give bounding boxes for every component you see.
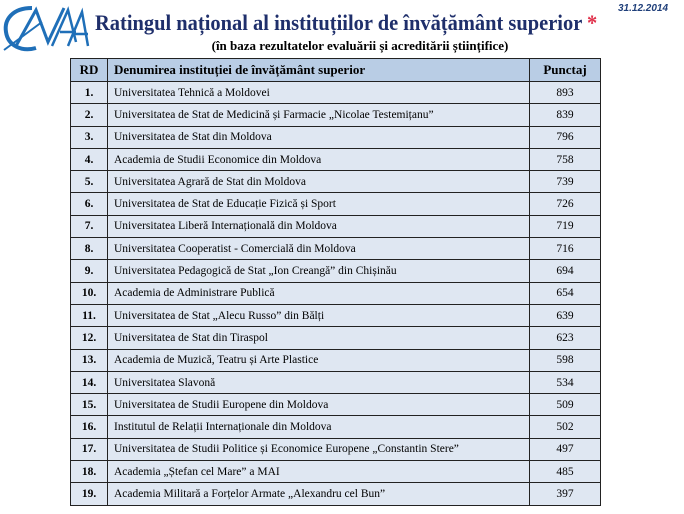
page-title: Ratingul național al instituțiilor de în… xyxy=(95,10,597,36)
institution-cell: Universitatea de Studii Europene din Mol… xyxy=(107,393,530,417)
score-cell: 694 xyxy=(529,259,601,283)
institution-cell: Universitatea Tehnică a Moldovei xyxy=(107,80,530,105)
table-row: 11. Universitatea de Stat „Alecu Russo” d… xyxy=(70,303,601,328)
page-subtitle: (în baza rezultatelor evaluării și acred… xyxy=(211,38,509,53)
institution-cell: Universitatea Cooperatist - Comercială d… xyxy=(107,237,530,261)
institution-cell: Universitatea Pedagogică de Stat „Ion Cr… xyxy=(107,259,530,283)
table-row: 12. Universitatea de Stat din Tiraspol 623 xyxy=(70,326,601,350)
table-row: 7. Universitatea Liberă Internațională di… xyxy=(70,214,601,239)
score-cell: 716 xyxy=(529,237,601,261)
score-cell: 893 xyxy=(529,80,601,105)
rank-cell: 1. xyxy=(70,80,108,105)
institution-cell: Academia „Ștefan cel Mare” a MAI xyxy=(107,460,530,484)
institution-cell: Universitatea de Stat din Tiraspol xyxy=(107,326,530,350)
institution-cell: Universitatea de Stat de Educație Fizică… xyxy=(107,192,530,216)
institution-cell: Academia Militară a Forțelor Armate „Ale… xyxy=(107,482,530,506)
table-row: 19. Academia Militară a Forțelor Armate „… xyxy=(70,482,601,506)
table-row: 17. Universitatea de Studii Politice și E… xyxy=(70,437,601,462)
table-row: 10. Academia de Administrare Publică 654 xyxy=(70,281,601,305)
table-row: 16. Institutul de Relații Internaționale … xyxy=(70,415,601,439)
table-row: 1. Universitatea Tehnică a Moldovei 893 xyxy=(70,80,601,105)
institution-cell: Universitatea Agrară de Stat din Moldova xyxy=(107,170,530,194)
rank-cell: 15. xyxy=(70,393,108,417)
rank-cell: 3. xyxy=(70,125,108,149)
score-cell: 739 xyxy=(529,170,601,194)
institution-cell: Academia de Muzică, Teatru și Arte Plast… xyxy=(107,348,530,372)
score-cell: 726 xyxy=(529,192,601,216)
rank-cell: 14. xyxy=(70,370,108,395)
rank-cell: 12. xyxy=(70,326,108,350)
score-cell: 497 xyxy=(529,437,601,462)
rank-cell: 7. xyxy=(70,214,108,239)
institution-cell: Universitatea Slavonă xyxy=(107,370,530,395)
rank-cell: 18. xyxy=(70,460,108,484)
score-cell: 397 xyxy=(529,482,601,506)
score-cell: 502 xyxy=(529,415,601,439)
institution-cell: Universitatea de Stat de Medicină și Far… xyxy=(107,103,530,127)
rank-cell: 8. xyxy=(70,237,108,261)
institution-cell: Institutul de Relații Internaționale din… xyxy=(107,415,530,439)
score-cell: 485 xyxy=(529,460,601,484)
rank-cell: 13. xyxy=(70,348,108,372)
rank-cell: 4. xyxy=(70,147,108,172)
column-header-rd: RD xyxy=(70,58,108,82)
rank-cell: 6. xyxy=(70,192,108,216)
table-row: 8. Universitatea Cooperatist - Comercială… xyxy=(70,237,601,261)
table-row: 9. Universitatea Pedagogică de Stat „Ion … xyxy=(70,259,601,283)
score-cell: 639 xyxy=(529,303,601,328)
column-header-score: Punctaj xyxy=(529,58,601,82)
table-row: 3. Universitatea de Stat din Moldova 796 xyxy=(70,125,601,149)
table-row: 2. Universitatea de Stat de Medicină și F… xyxy=(70,103,601,127)
score-cell: 796 xyxy=(529,125,601,149)
institution-cell: Universitatea de Stat din Moldova xyxy=(107,125,530,149)
rank-cell: 19. xyxy=(70,482,108,506)
rank-cell: 5. xyxy=(70,170,108,194)
institution-cell: Universitatea Liberă Internațională din … xyxy=(107,214,530,239)
table-row: 4. Academia de Studii Economice din Moldo… xyxy=(70,147,601,172)
score-cell: 839 xyxy=(529,103,601,127)
rank-cell: 11. xyxy=(70,303,108,328)
institution-cell: Universitatea de Stat „Alecu Russo” din … xyxy=(107,303,530,328)
score-cell: 719 xyxy=(529,214,601,239)
rating-table: RD Denumirea instituției de învățământ s… xyxy=(70,58,601,506)
table-header-row: RD Denumirea instituției de învățământ s… xyxy=(70,58,601,82)
rank-cell: 10. xyxy=(70,281,108,305)
score-cell: 623 xyxy=(529,326,601,350)
table-row: 18. Academia „Ștefan cel Mare” a MAI 485 xyxy=(70,460,601,484)
table-row: 15. Universitatea de Studii Europene din … xyxy=(70,393,601,417)
table-row: 14. Universitatea Slavonă 534 xyxy=(70,370,601,395)
rank-cell: 2. xyxy=(70,103,108,127)
cnaa-logo xyxy=(3,6,90,52)
title-text: Ratingul național al instituțiilor de în… xyxy=(95,10,582,35)
rank-cell: 9. xyxy=(70,259,108,283)
institution-cell: Universitatea de Studii Politice și Econ… xyxy=(107,437,530,462)
table-row: 5. Universitatea Agrară de Stat din Moldo… xyxy=(70,170,601,194)
title-asterisk: * xyxy=(587,10,598,35)
column-header-name: Denumirea instituției de învățământ supe… xyxy=(107,58,530,82)
score-cell: 534 xyxy=(529,370,601,395)
score-cell: 509 xyxy=(529,393,601,417)
rank-cell: 17. xyxy=(70,437,108,462)
rank-cell: 16. xyxy=(70,415,108,439)
score-cell: 654 xyxy=(529,281,601,305)
institution-cell: Academia de Studii Economice din Moldova xyxy=(107,147,530,172)
date-label: 31.12.2014 xyxy=(618,3,669,14)
table-row: 6. Universitatea de Stat de Educație Fizi… xyxy=(70,192,601,216)
table-row: 13. Academia de Muzică, Teatru și Arte Pl… xyxy=(70,348,601,372)
score-cell: 758 xyxy=(529,147,601,172)
score-cell: 598 xyxy=(529,348,601,372)
institution-cell: Academia de Administrare Publică xyxy=(107,281,530,305)
